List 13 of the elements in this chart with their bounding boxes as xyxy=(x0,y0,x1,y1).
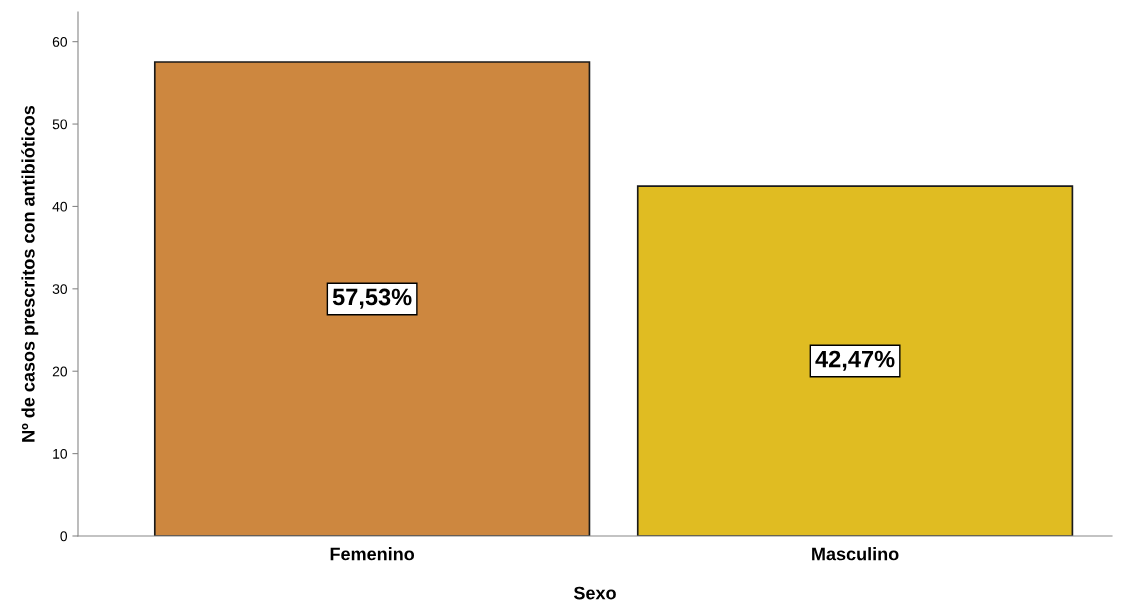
y-tick-label: 50 xyxy=(52,119,68,130)
y-tick-label: 0 xyxy=(60,531,68,542)
y-tick-label: 10 xyxy=(53,448,68,459)
y-tick-label: 60 xyxy=(52,36,68,47)
y-tick-label: 30 xyxy=(52,284,68,294)
y-axis-title: Nº de casos prescritos con antibióticos xyxy=(21,105,39,442)
x-tick-label: Masculino xyxy=(812,547,899,561)
y-tick-label: 40 xyxy=(52,201,68,212)
data-label: 42,47% xyxy=(815,350,895,371)
x-axis-title: Sexo xyxy=(573,586,616,600)
y-tick-label: 20 xyxy=(52,366,68,377)
data-label: 57,53% xyxy=(332,288,412,309)
x-tick-label: Femenino xyxy=(330,547,415,561)
